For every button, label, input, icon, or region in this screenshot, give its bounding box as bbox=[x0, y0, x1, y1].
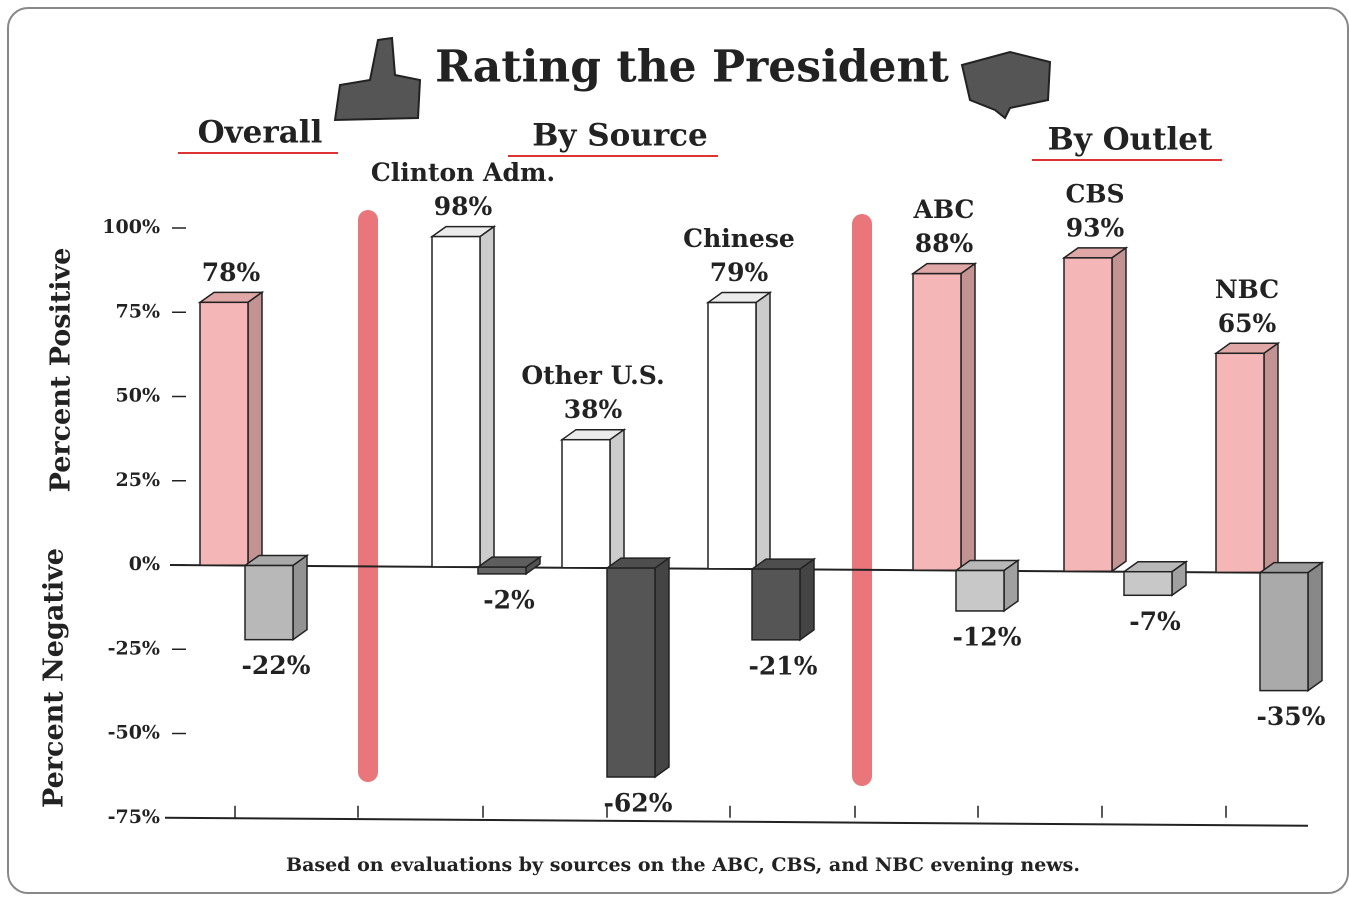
y-axis-label: Percent Negative bbox=[39, 548, 70, 808]
y-tick-label: 50% bbox=[116, 385, 161, 407]
value-label: -7% bbox=[1129, 607, 1181, 636]
y-tick-label: 25% bbox=[116, 469, 161, 491]
bar-side bbox=[609, 428, 625, 570]
bar bbox=[244, 564, 294, 641]
bar bbox=[199, 301, 249, 566]
bar-side bbox=[479, 225, 495, 569]
value-label: -21% bbox=[749, 651, 818, 680]
value-label: 98% bbox=[434, 192, 493, 221]
bar-side bbox=[1111, 246, 1127, 573]
y-tick-label: -50% bbox=[108, 722, 160, 744]
bar-side bbox=[1263, 341, 1279, 574]
value-label: 93% bbox=[1066, 213, 1125, 242]
bar bbox=[606, 567, 656, 778]
y-tick-label: 75% bbox=[116, 300, 161, 322]
bar-side bbox=[960, 262, 976, 572]
value-label: -2% bbox=[483, 585, 535, 614]
bar bbox=[1215, 352, 1265, 574]
section-divider bbox=[852, 214, 872, 786]
bar-side bbox=[799, 557, 815, 642]
value-label: -12% bbox=[953, 622, 1022, 651]
section-divider bbox=[358, 210, 378, 782]
bar bbox=[477, 566, 527, 575]
category-label: NBC bbox=[1215, 275, 1279, 304]
y-tick-label: -25% bbox=[108, 637, 160, 659]
bar-side bbox=[292, 554, 308, 642]
category-label: Clinton Adm. bbox=[371, 158, 555, 187]
bar-side bbox=[755, 291, 771, 571]
value-label: -22% bbox=[242, 651, 311, 680]
bar bbox=[1123, 570, 1173, 597]
y-axis-label: Percent Positive bbox=[46, 248, 77, 493]
thumb-up-icon bbox=[333, 36, 422, 122]
section-header: By Outlet bbox=[1048, 122, 1213, 158]
bar bbox=[955, 569, 1005, 612]
value-label: 78% bbox=[202, 258, 261, 287]
bar bbox=[1259, 571, 1309, 692]
bar bbox=[751, 568, 801, 641]
bar bbox=[707, 301, 757, 570]
value-label: 38% bbox=[564, 395, 623, 424]
category-label: Chinese bbox=[683, 224, 795, 253]
bar bbox=[912, 272, 962, 571]
value-label: 88% bbox=[915, 229, 974, 258]
value-label: 79% bbox=[710, 258, 769, 287]
category-label: CBS bbox=[1065, 179, 1124, 208]
y-tick-label: 100% bbox=[102, 216, 160, 238]
value-label: 65% bbox=[1218, 309, 1277, 338]
bar-side bbox=[247, 290, 263, 567]
footnote: Based on evaluations by sources on the A… bbox=[286, 854, 1080, 876]
section-header: Overall bbox=[198, 115, 323, 151]
bar-side bbox=[654, 556, 670, 779]
chart-title: Rating the President bbox=[435, 42, 949, 93]
value-label: -35% bbox=[1257, 702, 1326, 731]
bar bbox=[1063, 257, 1113, 573]
category-label: Other U.S. bbox=[521, 361, 664, 390]
section-header: By Source bbox=[532, 118, 708, 154]
y-tick-label: -75% bbox=[108, 806, 160, 828]
y-tick-label: 0% bbox=[129, 553, 160, 575]
thumb-down-icon bbox=[960, 50, 1052, 120]
bar bbox=[561, 438, 611, 569]
bar bbox=[431, 235, 481, 568]
frame bbox=[7, 7, 1349, 894]
bar-side bbox=[1307, 561, 1323, 693]
x-axis bbox=[164, 816, 1309, 827]
value-label: -62% bbox=[604, 789, 673, 818]
category-label: ABC bbox=[913, 195, 975, 224]
